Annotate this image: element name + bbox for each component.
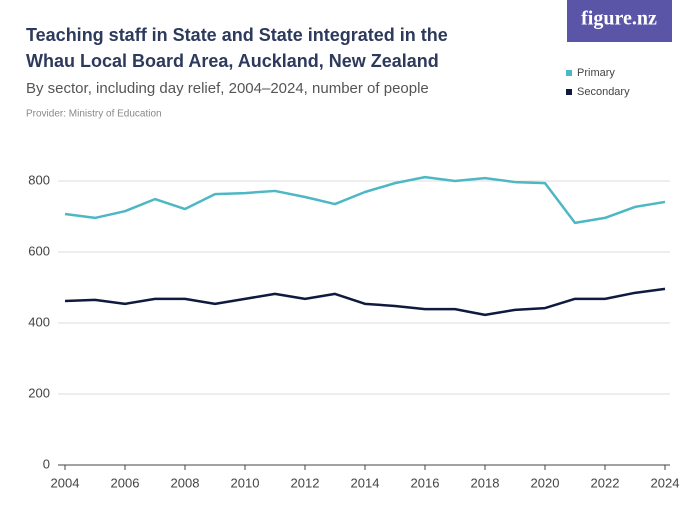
chart-subtitle: By sector, including day relief, 2004–20… bbox=[26, 80, 429, 97]
logo-box bbox=[567, 0, 672, 42]
y-tick-label: 200 bbox=[28, 385, 50, 400]
provider: Provider: Ministry of Education bbox=[26, 109, 162, 120]
y-tick-label: 600 bbox=[28, 243, 50, 258]
x-tick-label: 2020 bbox=[531, 475, 560, 490]
x-tick-label: 2022 bbox=[591, 475, 620, 490]
y-tick-label: 0 bbox=[43, 456, 50, 471]
x-tick-label: 2018 bbox=[471, 475, 500, 490]
logo: figure.nz bbox=[581, 8, 657, 30]
x-tick-label: 2014 bbox=[351, 475, 380, 490]
legend-label: Secondary bbox=[577, 86, 630, 98]
legend-label: Primary bbox=[577, 67, 615, 79]
y-tick-label: 400 bbox=[28, 314, 50, 329]
x-tick-label: 2012 bbox=[291, 475, 320, 490]
legend-swatch bbox=[566, 89, 572, 95]
line bbox=[64, 287, 666, 317]
y-tick-label: 800 bbox=[28, 172, 50, 187]
chart-title: Teaching staff in State and State integr… bbox=[26, 25, 448, 71]
legend-swatch bbox=[566, 70, 572, 76]
x-tick-label: 2024 bbox=[651, 475, 680, 490]
x-tick-label: 2016 bbox=[411, 475, 440, 490]
x-tick-label: 2006 bbox=[111, 475, 140, 490]
x-tick-label: 2004 bbox=[51, 475, 80, 490]
title-box: Teaching staff in State and State integr… bbox=[26, 25, 448, 71]
x-tick-label: 2008 bbox=[171, 475, 200, 490]
legend: Primary Secondary bbox=[566, 67, 630, 98]
line bbox=[64, 175, 666, 225]
x-tick-label: 2010 bbox=[231, 475, 260, 490]
